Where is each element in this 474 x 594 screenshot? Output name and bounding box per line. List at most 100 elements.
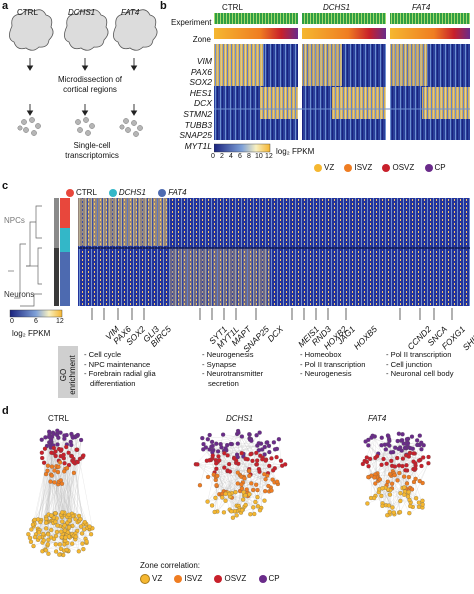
- legend-dot-osvz: [214, 575, 223, 583]
- network-node: [67, 518, 72, 523]
- organoid-icon: [64, 9, 109, 51]
- network-node: [70, 435, 75, 440]
- network-node: [396, 463, 402, 468]
- network-node: [214, 441, 219, 446]
- network-node: [66, 512, 71, 517]
- panel-a-illustration: [9, 9, 158, 137]
- network-edge: [385, 487, 393, 508]
- network-node: [78, 524, 84, 529]
- network-node: [64, 547, 69, 553]
- network-node: [271, 440, 277, 445]
- network-node: [61, 452, 66, 457]
- network-node: [226, 461, 232, 467]
- sample-bar-dchs1: [60, 228, 70, 252]
- npc-high-block: [78, 198, 168, 246]
- network-node: [396, 446, 401, 451]
- legend-dot-cp: [258, 575, 267, 583]
- network-node: [232, 456, 237, 461]
- network-node: [245, 457, 250, 462]
- network-node: [272, 447, 278, 452]
- tick: 0: [211, 153, 215, 160]
- network-node: [364, 459, 370, 465]
- network-node: [88, 532, 94, 537]
- network-node: [69, 431, 74, 437]
- network-node: [401, 474, 407, 479]
- network-node: [403, 468, 408, 473]
- colorbar-b-label: log₂ FPKM: [276, 147, 315, 156]
- gene-labels-b: VIM PAX6 SOX2 HES1 DCX STMN2 TUBB3 SNAP2…: [160, 56, 212, 151]
- network-node: [243, 502, 248, 508]
- network-node: [241, 497, 246, 502]
- network-node: [49, 473, 54, 478]
- go-term: - Cell cycle: [84, 350, 122, 359]
- network-node: [419, 447, 424, 452]
- network-node: [26, 532, 31, 537]
- network-node: [385, 433, 391, 438]
- network-node: [46, 434, 51, 440]
- network-node: [62, 436, 67, 441]
- network-edge: [390, 468, 416, 491]
- zone-correlation-title: Zone correlation:: [140, 561, 201, 570]
- network-node: [380, 503, 385, 508]
- network-node: [221, 510, 227, 515]
- network-node: [39, 450, 44, 455]
- network-edge: [229, 471, 270, 492]
- gene-label: TUBB3: [184, 119, 212, 130]
- network-node: [31, 543, 36, 549]
- network-edge: [223, 434, 252, 440]
- arrow-down-icon: [26, 58, 138, 71]
- network-node: [69, 454, 75, 459]
- network-node: [30, 522, 36, 527]
- network-node: [233, 490, 238, 495]
- neuron-high-block: [170, 248, 270, 306]
- sample-legend-c: CTRL DCHS1 FAT4: [66, 188, 187, 197]
- go-term: - Pol II transcription: [300, 359, 366, 369]
- network-node: [58, 430, 63, 435]
- network-node: [49, 527, 54, 533]
- network-node: [400, 432, 405, 437]
- network-node: [71, 470, 77, 476]
- network-node: [385, 479, 390, 484]
- tick: 8: [247, 153, 251, 160]
- network-node: [29, 527, 34, 532]
- row-label-experiment: Experiment: [171, 18, 212, 27]
- network-node: [62, 469, 67, 474]
- network-node: [210, 443, 215, 449]
- network-node: [80, 541, 85, 546]
- network-node: [262, 498, 267, 503]
- network-node: [413, 466, 418, 471]
- network-node: [408, 445, 413, 451]
- network-node: [384, 461, 389, 466]
- network-node: [84, 539, 89, 544]
- network-edge: [374, 477, 411, 507]
- legend-dot-isvz: [344, 163, 353, 172]
- network-node: [389, 458, 394, 464]
- network-node: [212, 509, 217, 515]
- legend-dot-dchs1: [108, 188, 117, 197]
- network-node: [254, 462, 259, 467]
- network-node: [248, 512, 253, 517]
- panel-c-label: c: [2, 180, 9, 192]
- network-edge: [241, 464, 286, 489]
- network-edge: [216, 476, 244, 486]
- network-edge: [227, 445, 238, 484]
- network-node: [55, 428, 60, 433]
- network-node: [39, 437, 44, 442]
- network-edge: [216, 485, 237, 506]
- network-node: [377, 477, 383, 482]
- network-node: [402, 492, 407, 497]
- network-node: [45, 463, 51, 468]
- network-node: [46, 537, 51, 542]
- network-node: [239, 486, 245, 491]
- network-node: [37, 535, 42, 540]
- network-node: [48, 479, 53, 484]
- network-node: [235, 441, 240, 446]
- network-node: [214, 466, 219, 471]
- network-node: [82, 520, 87, 525]
- network-node: [210, 453, 215, 458]
- network-node: [70, 513, 76, 519]
- network-node: [207, 458, 212, 463]
- network-node: [53, 449, 58, 454]
- experiment-bar-fat4: [390, 13, 470, 24]
- network-node: [73, 534, 78, 539]
